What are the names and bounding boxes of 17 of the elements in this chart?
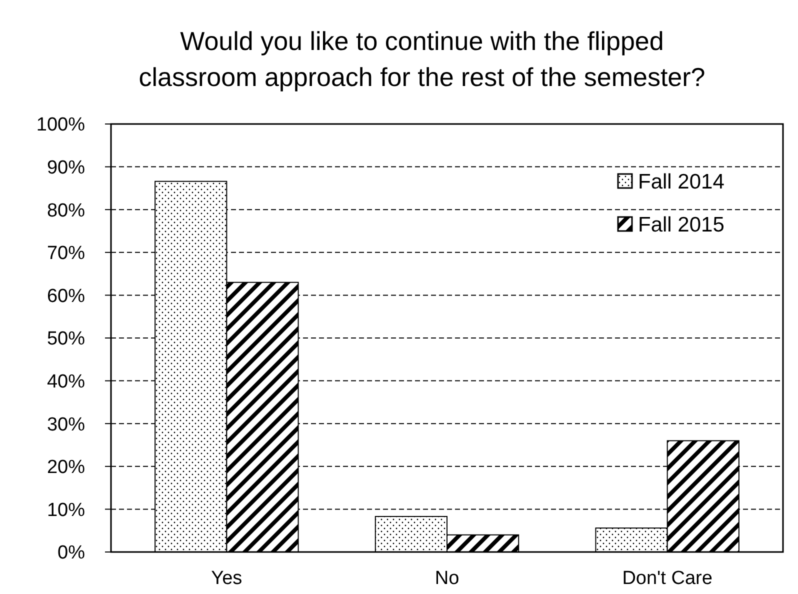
- y-tick-label: 0%: [58, 542, 86, 564]
- x-tick-label: Yes: [211, 568, 242, 589]
- y-tick-label: 60%: [46, 286, 86, 307]
- legend-label: Fall 2015: [638, 213, 724, 236]
- chart-title: Would you like to continue with the flipped classroom approach for the rest of the semester?: [138, 26, 706, 92]
- y-tick-label: 20%: [46, 457, 86, 478]
- y-tick-label: 30%: [46, 414, 86, 436]
- y-tick-label: 10%: [46, 500, 86, 521]
- y-tick-label: 50%: [46, 328, 86, 350]
- y-tick-label: 90%: [46, 157, 86, 178]
- x-tick-label: Don't Care: [622, 568, 712, 589]
- y-tick-label: 40%: [46, 371, 86, 392]
- x-tick-label: No: [434, 568, 460, 589]
- y-tick-label: 100%: [36, 114, 86, 136]
- legend-label: Fall 2014: [638, 170, 725, 194]
- y-tick-label: 70%: [46, 243, 86, 264]
- y-tick-label: 80%: [46, 200, 86, 222]
